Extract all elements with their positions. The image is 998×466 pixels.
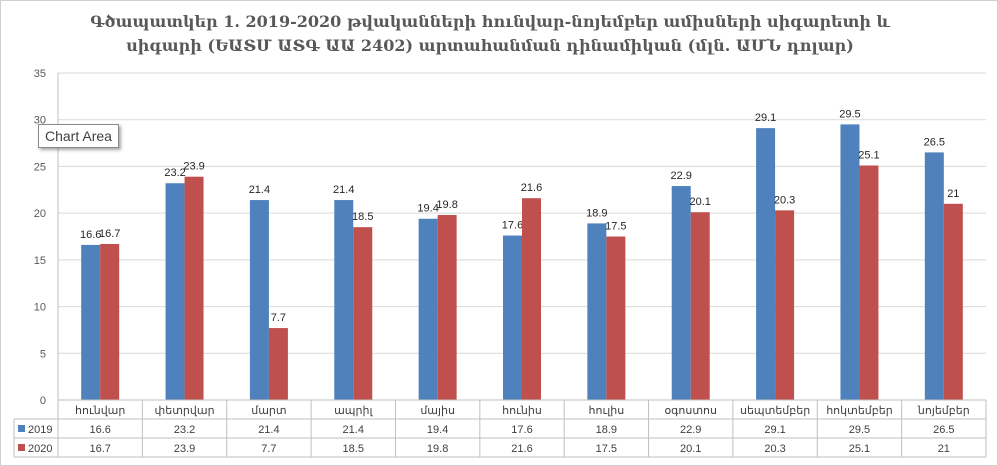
- x-tick-label: հուլիս: [589, 405, 625, 417]
- y-tick-label: 30: [34, 115, 46, 127]
- x-tick-label: հունիս: [502, 405, 542, 417]
- x-tick-label: մայիս: [420, 405, 455, 417]
- table-cell: 21.6: [511, 443, 532, 455]
- data-label-2019: 19.4: [417, 203, 438, 215]
- bar-2019: [81, 244, 101, 400]
- x-tick-label: փետրվար: [155, 405, 215, 417]
- y-tick-label: 35: [34, 68, 46, 80]
- bar-2020: [775, 210, 795, 400]
- y-tick-label: 5: [40, 348, 46, 360]
- data-label-2020: 19.8: [436, 199, 457, 211]
- legend-key-2020: [18, 444, 25, 451]
- bar-2020: [353, 227, 373, 400]
- data-label-2020: 20.1: [690, 196, 711, 208]
- bar-2019: [503, 235, 522, 400]
- data-label-2020: 18.5: [352, 211, 373, 223]
- bar-2019: [924, 152, 944, 400]
- table-cell: 29.5: [849, 424, 870, 436]
- table-cell: 19.4: [427, 424, 448, 436]
- bar-2020: [522, 198, 541, 400]
- x-tick-label: հոկտեմբեր: [826, 405, 893, 417]
- bar-2019: [334, 200, 354, 400]
- data-label-2020: 21.6: [521, 182, 542, 194]
- y-tick-label: 0: [40, 395, 46, 407]
- y-tick-label: 25: [34, 161, 46, 173]
- table-cell: 16.7: [89, 443, 110, 455]
- table-cell: 19.8: [427, 443, 448, 455]
- data-label-2019: 16.6: [80, 229, 101, 241]
- data-label-2020: 21: [947, 188, 959, 200]
- data-label-2020: 23.9: [183, 161, 204, 173]
- bar-2020: [268, 328, 288, 400]
- table-cell: 21: [938, 443, 950, 455]
- data-label-2020: 20.3: [774, 194, 795, 206]
- table-cell: 22.9: [680, 424, 701, 436]
- table-cell: 23.2: [174, 424, 195, 436]
- data-label-2019: 17.6: [502, 220, 523, 232]
- data-label-2019: 29.1: [755, 112, 776, 124]
- table-cell: 7.7: [261, 443, 276, 455]
- y-tick-label: 10: [34, 302, 46, 314]
- data-label-2019: 26.5: [924, 136, 945, 148]
- data-label-2020: 17.5: [605, 221, 626, 233]
- chart-title: Գծապատկեր 1. 2019-2020 թվականների հունվա…: [90, 12, 890, 55]
- bar-2020: [606, 236, 626, 400]
- bar-2020: [437, 215, 457, 400]
- x-tick-label: օգոստոս: [664, 405, 717, 417]
- bar-2019: [756, 128, 776, 400]
- x-tick-label: սեպտեմբեր: [740, 405, 810, 417]
- legend-label-2020: 2020: [28, 443, 52, 455]
- data-label-2019: 18.9: [586, 207, 607, 219]
- table-cell: 16.6: [89, 424, 110, 436]
- table-cell: 21.4: [258, 424, 279, 436]
- data-label-2020: 16.7: [99, 228, 120, 240]
- data-label-2019: 22.9: [671, 170, 692, 182]
- bar-2019: [249, 200, 269, 400]
- y-tick-label: 20: [34, 208, 46, 220]
- data-label-2019: 21.4: [333, 184, 354, 196]
- table-cell: 23.9: [174, 443, 195, 455]
- table-cell: 21.4: [343, 424, 364, 436]
- x-tick-label: ապրիլ: [334, 405, 373, 417]
- chart-area-tooltip: Chart Area: [38, 124, 119, 148]
- bar-2019: [840, 124, 860, 400]
- bar-2020: [943, 203, 963, 400]
- bar-2020: [859, 165, 879, 400]
- data-label-2020: 7.7: [271, 312, 286, 324]
- table-cell: 18.9: [596, 424, 617, 436]
- table-cell: 17.6: [511, 424, 532, 436]
- legend-key-2019: [18, 425, 25, 432]
- data-label-2019: 21.4: [249, 184, 270, 196]
- bar-2020: [690, 212, 710, 400]
- y-tick-label: 15: [34, 255, 46, 267]
- table-cell: 20.1: [680, 443, 701, 455]
- table-cell: 26.5: [933, 424, 954, 436]
- bar-2019: [418, 218, 438, 400]
- table-cell: 25.1: [849, 443, 870, 455]
- x-tick-label: մարտ: [251, 405, 286, 417]
- bar-2019: [587, 223, 607, 400]
- bar-2020: [100, 243, 120, 400]
- table-cell: 18.5: [343, 443, 364, 455]
- data-label-2019: 23.2: [164, 167, 185, 179]
- x-tick-label: հունվար: [75, 405, 125, 417]
- table-cell: 29.1: [764, 424, 785, 436]
- data-label-2019: 29.5: [839, 108, 860, 120]
- legend-label-2019: 2019: [28, 424, 52, 436]
- bar-2020: [184, 176, 204, 400]
- table-cell: 17.5: [596, 443, 617, 455]
- bar-2019: [671, 186, 691, 400]
- bar-2019: [165, 183, 185, 400]
- x-tick-label: նոյեմբեր: [917, 405, 970, 417]
- table-cell: 20.3: [764, 443, 785, 455]
- data-label-2020: 25.1: [858, 149, 879, 161]
